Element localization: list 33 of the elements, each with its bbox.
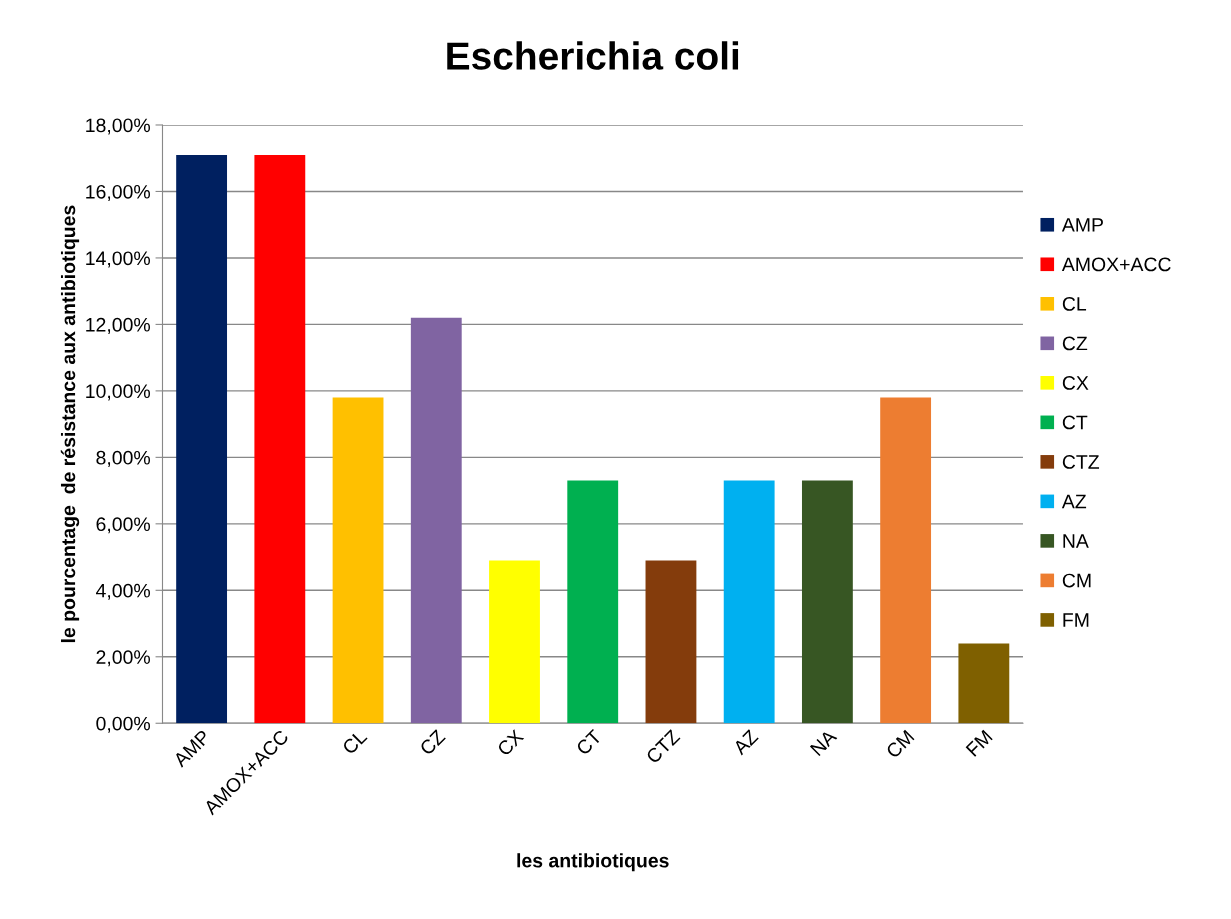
legend-label: CTZ xyxy=(1062,455,1100,469)
x-axis-title: les antibiotiques xyxy=(517,853,669,872)
y-axis-title: le pourcentage de résistance aux antibiotiques xyxy=(60,205,80,643)
x-tick-label: CM xyxy=(885,729,915,759)
y-tick-label: 14,00% xyxy=(86,251,150,268)
y-tick-label: 2,00% xyxy=(96,650,150,667)
legend-label: CZ xyxy=(1062,336,1088,351)
legend-label: CT xyxy=(1062,415,1088,430)
y-tick-label: 16,00% xyxy=(86,184,150,201)
x-tick-label: AZ xyxy=(732,729,759,756)
y-tick-label: 12,00% xyxy=(86,317,150,334)
x-tick-label: NA xyxy=(809,728,838,757)
x-tick-label: CL xyxy=(341,728,368,756)
legend-label: NA xyxy=(1063,534,1089,548)
y-tick-label: 0,00% xyxy=(96,716,150,733)
x-tick-label: CZ xyxy=(419,728,446,756)
legend-label: AZ xyxy=(1061,494,1087,509)
legend-label: AMP xyxy=(1061,218,1103,232)
x-tick-label: CX xyxy=(496,728,525,757)
legend-label: CX xyxy=(1062,376,1089,390)
y-tick-label: 18,00% xyxy=(86,118,150,135)
legend-label: FM xyxy=(1063,613,1089,627)
x-tick-label: FM xyxy=(965,729,993,757)
y-tick-label: 10,00% xyxy=(86,384,150,401)
y-tick-label: 6,00% xyxy=(96,517,150,534)
chart-title: Escherichia coli xyxy=(447,41,739,70)
x-tick-label: CTZ xyxy=(645,728,681,765)
legend-label: CL xyxy=(1062,297,1087,311)
legend-label: AMOX+ACC xyxy=(1061,257,1171,272)
x-tick-label: CT xyxy=(575,728,603,756)
y-tick-label: 8,00% xyxy=(96,450,150,467)
legend-label: CM xyxy=(1062,573,1091,588)
y-tick-label: 4,00% xyxy=(96,583,150,600)
